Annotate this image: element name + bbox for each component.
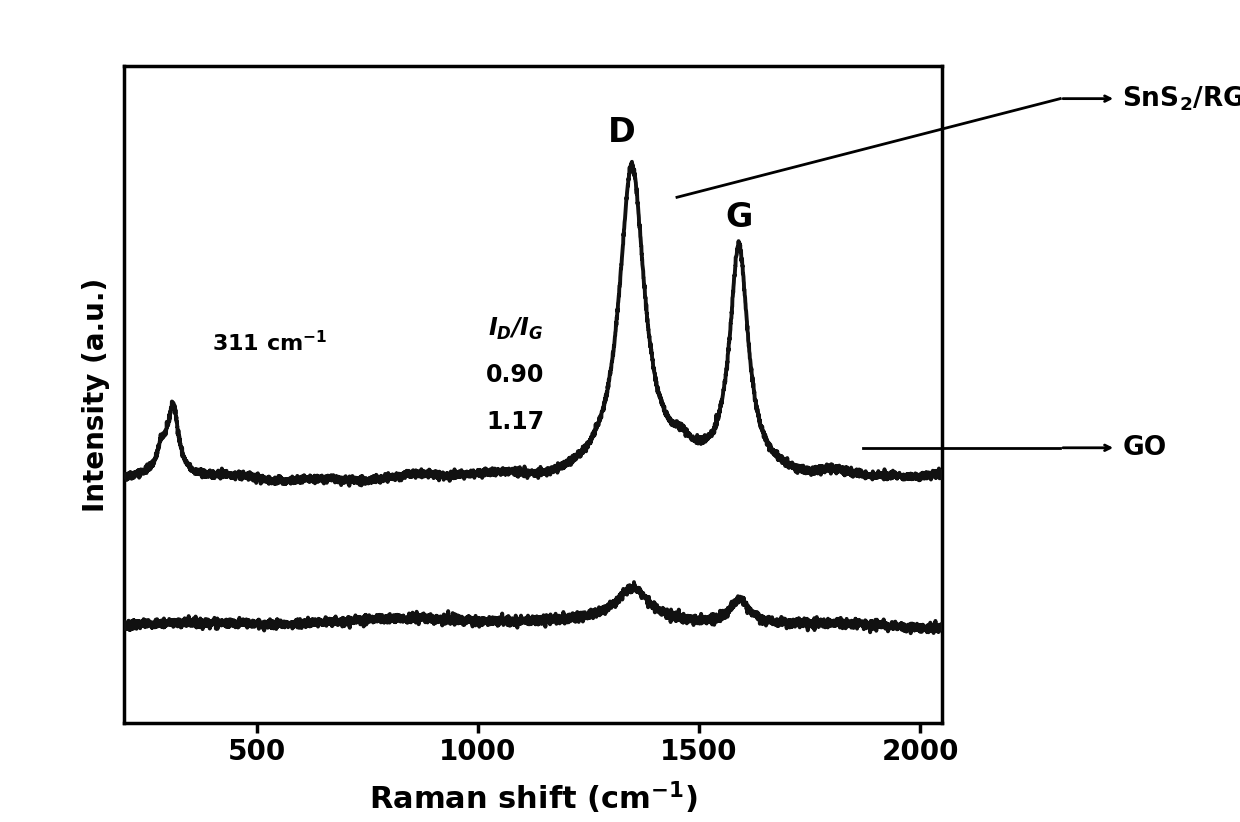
Text: D: D	[608, 116, 636, 150]
X-axis label: Raman shift (cm$^{-1}$): Raman shift (cm$^{-1}$)	[368, 780, 698, 816]
Text: 0.90: 0.90	[486, 363, 544, 387]
Text: SnS$_2$/RGO: SnS$_2$/RGO	[1122, 85, 1240, 113]
Text: 311 cm$^{-1}$: 311 cm$^{-1}$	[212, 330, 327, 356]
Text: 1.17: 1.17	[486, 410, 544, 434]
Text: $I_D$/$I_G$: $I_D$/$I_G$	[487, 316, 543, 343]
Text: GO: GO	[1122, 435, 1167, 461]
Y-axis label: Intensity (a.u.): Intensity (a.u.)	[82, 278, 110, 511]
Text: G: G	[725, 201, 753, 234]
